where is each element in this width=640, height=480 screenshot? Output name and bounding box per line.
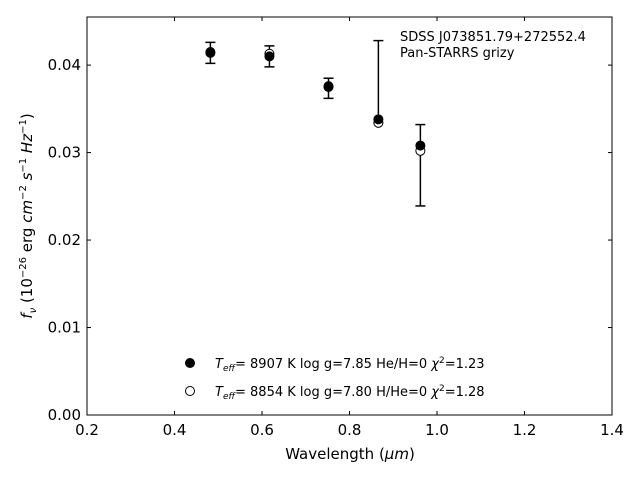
y-tick-label: 0.01	[48, 319, 81, 337]
y-axis-label: fν (10−26 erg cm−2 s−1 Hz−1)	[18, 113, 39, 318]
annotation-object-name: SDSS J073851.79+272552.4	[400, 30, 586, 45]
y-tick-label: 0.03	[48, 144, 81, 162]
data-point-filled	[415, 140, 426, 151]
x-tick-label: 1.0	[425, 421, 449, 439]
x-tick-label: 1.2	[513, 421, 537, 439]
data-point-filled	[373, 114, 384, 125]
y-tick-label: 0.00	[48, 406, 81, 424]
x-tick-label: 0.2	[75, 421, 99, 439]
x-axis-label: Wavelength (μm)	[285, 445, 415, 463]
y-tick-label: 0.04	[48, 56, 81, 74]
data-point-filled	[205, 47, 216, 58]
x-tick-label: 0.6	[250, 421, 274, 439]
legend-entry-2: Teff= 8854 K log g=7.80 H/He=0 χ2=1.28	[215, 384, 485, 402]
x-tick-label: 0.8	[338, 421, 362, 439]
legend-entry-1: Teff= 8907 K log g=7.85 He/H=0 χ2=1.23	[215, 356, 485, 374]
legend-marker-open	[185, 386, 195, 396]
axis-ticks: 0.2 0.4 0.6 0.8 1.0 1.2 1.4 0.00 0.01 0.02 0.03 0.0…	[48, 17, 624, 439]
x-tick-label: 0.4	[163, 421, 187, 439]
legend-marker-filled	[185, 358, 195, 368]
y-tick-label: 0.02	[48, 231, 81, 249]
x-tick-label: 1.4	[600, 421, 624, 439]
data-point-filled	[264, 51, 275, 62]
annotation-photometry: Pan-STARRS grizy	[400, 46, 515, 61]
data-markers	[205, 46, 426, 156]
data-point-filled	[323, 81, 334, 92]
legend: Teff= 8907 K log g=7.85 He/H=0 χ2=1.23 T…	[185, 356, 485, 402]
